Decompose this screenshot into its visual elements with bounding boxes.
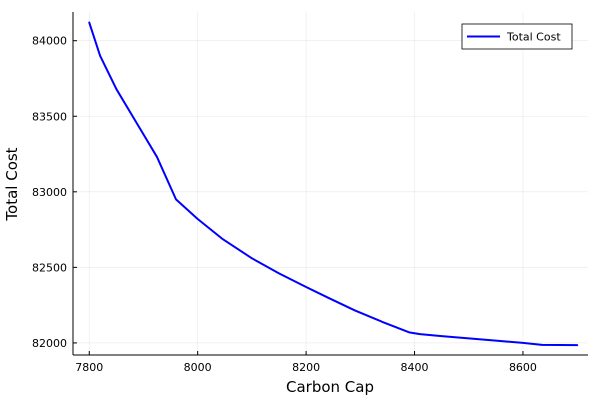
series-line-total-cost: [88, 21, 579, 347]
y-tick-label: 83000: [32, 186, 67, 199]
x-ticks: 7800 8000 8200 8400 8600: [75, 351, 537, 374]
x-tick-label: 8400: [401, 361, 429, 374]
legend-label-total-cost: Total Cost: [506, 31, 561, 44]
legend: Total Cost: [461, 23, 573, 50]
y-tick-label: 82000: [32, 337, 67, 350]
y-tick-label: 83500: [32, 110, 67, 123]
series: [88, 21, 579, 347]
x-tick-label: 8000: [184, 361, 212, 374]
x-tick-label: 8200: [292, 361, 320, 374]
y-axis-title: Total Cost: [3, 147, 21, 221]
axes: [72, 12, 588, 356]
grid: [73, 12, 588, 355]
x-tick-label: 8600: [509, 361, 537, 374]
y-tick-label: 84000: [32, 35, 67, 48]
y-tick-label: 82500: [32, 261, 67, 274]
x-axis-title: Carbon Cap: [286, 378, 374, 396]
y-ticks: 82000 82500 83000 83500 84000: [32, 35, 77, 350]
x-tick-label: 7800: [75, 361, 103, 374]
